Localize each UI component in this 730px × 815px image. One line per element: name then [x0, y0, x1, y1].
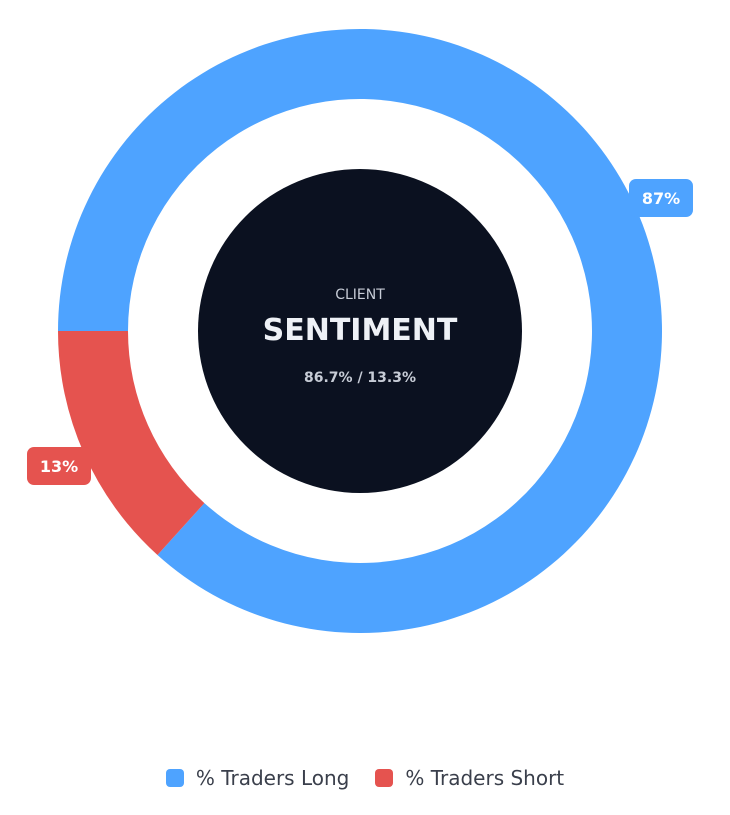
- data-label-long: 87%: [629, 179, 693, 217]
- center-detail: 86.7% / 13.3%: [304, 370, 416, 386]
- legend-item-long[interactable]: % Traders Long: [165, 766, 350, 790]
- center-badge: [198, 169, 522, 493]
- legend-swatch-short: [375, 769, 394, 787]
- slice-traders-short[interactable]: [57, 331, 205, 556]
- legend-item-short[interactable]: % Traders Short: [375, 766, 564, 790]
- chart-legend: % Traders Long % Traders Short: [0, 766, 730, 790]
- center-kicker: CLIENT: [335, 287, 385, 303]
- data-label-short: 13%: [27, 447, 91, 485]
- svg-text:87%: 87%: [642, 189, 680, 208]
- legend-swatch-long: [165, 769, 184, 787]
- legend-label-long: % Traders Long: [195, 766, 350, 790]
- center-title: SENTIMENT: [263, 313, 458, 348]
- legend-label-short: % Traders Short: [405, 766, 565, 790]
- svg-text:13%: 13%: [40, 457, 78, 476]
